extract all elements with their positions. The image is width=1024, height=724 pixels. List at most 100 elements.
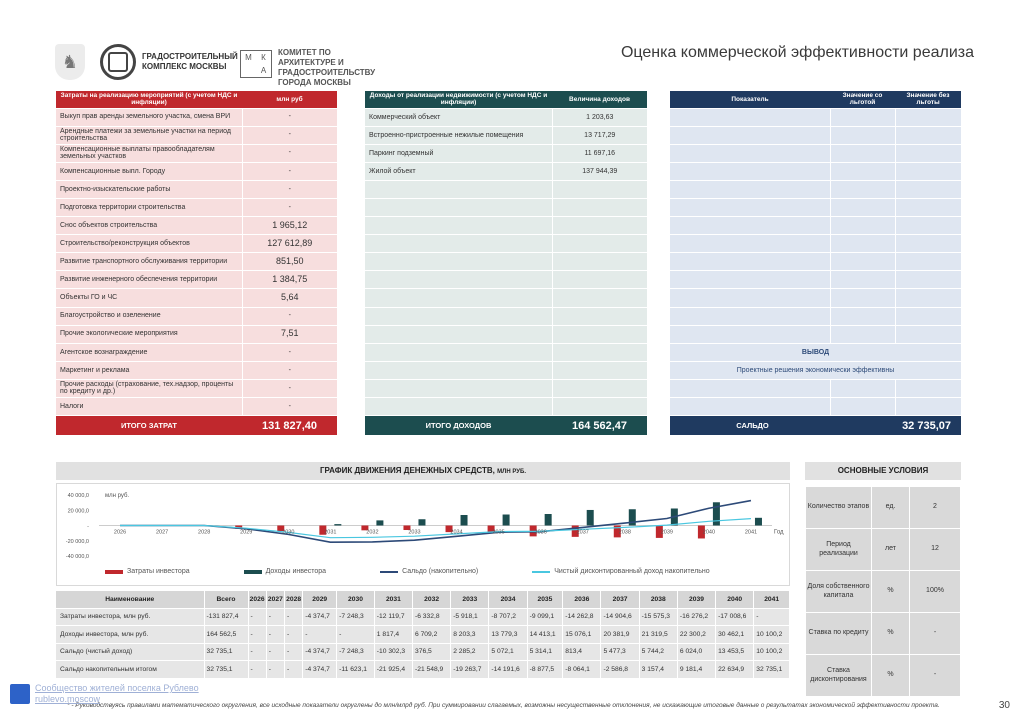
indicator-row <box>670 216 961 236</box>
costs-table: Затраты на реализацию мероприятий (с уче… <box>56 91 337 417</box>
bar-cost <box>319 525 327 535</box>
bar-cost <box>571 525 579 537</box>
income-item-value <box>551 288 647 308</box>
cost-item-label: Выкуп прав аренды земельного участка, см… <box>56 108 242 127</box>
indicator-name <box>670 198 830 218</box>
condition-value: 12 <box>909 528 961 571</box>
indicator-row <box>670 307 961 326</box>
indicator-row <box>670 288 961 308</box>
income-total-value: 164 562,47 <box>571 419 628 432</box>
table-cell: -6 332,8 <box>412 607 452 626</box>
bar-cost <box>697 525 705 539</box>
income-item-label: Встроенно-пристроенные нежилые помещения <box>365 126 552 145</box>
table-cell: -7 248,3 <box>336 642 375 661</box>
legend-swatch <box>243 569 262 574</box>
indicator-with-benefit <box>829 397 895 417</box>
table-cell: Сальдо (чистый доход) <box>56 642 205 661</box>
indicator-row <box>670 108 961 127</box>
income-row: Встроенно-пристроенные нежилые помещения… <box>365 126 647 145</box>
indicator-name <box>670 126 830 145</box>
conclusion-title: ВЫВОД <box>670 343 961 362</box>
costs-row: Компенсационные выпл. Городу - <box>56 162 337 181</box>
legend-swatch <box>380 570 399 573</box>
bar-income <box>712 502 720 526</box>
cost-item-value: - <box>241 361 337 380</box>
income-row <box>365 379 647 399</box>
table-cell: 21 319,5 <box>639 625 678 643</box>
income-item-value <box>551 252 647 272</box>
x-tick-label: 2035 <box>492 530 504 536</box>
saldo-value: 32 735,07 <box>902 419 951 432</box>
cost-item-value: - <box>241 343 337 362</box>
indicator-without-benefit <box>894 180 961 199</box>
income-item-value: 11 697,16 <box>551 144 647 163</box>
watermark-link[interactable]: Сообщество жителей поселка Рублево ruble… <box>35 683 199 704</box>
legend-item: Чистый дисконтированный доход накопитель… <box>532 568 710 575</box>
costs-row: Маркетинг и реклама - <box>56 361 337 380</box>
table-cell: - <box>284 642 304 661</box>
income-item-value <box>551 198 647 218</box>
indicator-row <box>670 180 961 199</box>
income-item-label <box>365 180 552 199</box>
table-cell: 32 735,1 <box>204 642 249 661</box>
costs-row: Снос объектов строительства 1 965,12 <box>56 216 337 236</box>
table-header-cell: 2032 <box>412 591 452 608</box>
table-cell: 15 076,1 <box>562 625 602 643</box>
chart-legend: Затраты инвестора Доходы инвестора Сальдо … <box>105 568 764 575</box>
table-header-cell: 2026 <box>248 591 267 608</box>
costs-total-label: ИТОГО ЗАТРАТ <box>121 421 177 431</box>
legend-label: Затраты инвестора <box>127 568 190 575</box>
table-header-cell: 2027 <box>266 591 286 608</box>
income-item-value <box>551 379 647 399</box>
table-cell: 10 100,2 <box>753 625 790 643</box>
bar-income <box>544 514 552 526</box>
table-cell: - <box>266 660 286 678</box>
indicator-row <box>670 379 961 399</box>
y-tick-label: - <box>87 524 89 530</box>
indicator-name <box>670 397 830 417</box>
condition-unit: % <box>871 654 910 697</box>
page-number: 30 <box>998 700 1010 711</box>
table-cell: -21 925,4 <box>374 660 414 678</box>
costs-total: ИТОГО ЗАТРАТ 131 827,40 <box>56 416 337 436</box>
indicators-panel: Показатель Значение со льготой Значение … <box>670 91 961 436</box>
y-tick-label: -20 000,0 <box>66 539 89 545</box>
condition-value: 2 <box>909 486 961 529</box>
x-tick-label: 2028 <box>198 530 210 536</box>
saldo-label: САЛЬДО <box>736 421 769 431</box>
table-cell: 14 413,1 <box>527 625 564 643</box>
income-item-label <box>365 361 552 380</box>
indicator-name <box>670 234 830 254</box>
indicator-with-benefit <box>829 162 895 181</box>
y-tick-label: 40 000,0 <box>68 493 89 499</box>
x-tick-label: 2036 <box>535 530 547 536</box>
condition-unit: % <box>871 612 910 655</box>
costs-row: Прочие расходы (страхование, тех.надзор,… <box>56 379 337 399</box>
table-header-cell: 2037 <box>600 591 640 608</box>
cost-item-value: - <box>241 108 337 127</box>
table-cell: -14 904,6 <box>600 607 640 626</box>
income-row <box>365 288 647 308</box>
indicators-col-without-benefit: Значение без льготы <box>895 91 961 109</box>
chart-svg: 40 000,0 20 000,0 - -20 000,0 -40 000,0 млн р… <box>66 493 784 560</box>
cost-item-value: 127 612,89 <box>241 234 337 254</box>
costs-row: Развитие инженерного обеспечения террито… <box>56 270 337 290</box>
table-row: Сальдо накопительным итогом 32 735,1- - - -4… <box>56 660 790 678</box>
indicator-name <box>670 270 830 290</box>
cost-item-label: Агентское вознаграждение <box>56 343 242 362</box>
table-cell: - <box>284 625 304 643</box>
indicator-with-benefit <box>829 180 895 199</box>
cost-item-label: Прочие расходы (страхование, тех.надзор,… <box>56 379 242 399</box>
indicator-without-benefit <box>894 307 961 326</box>
income-row <box>365 198 647 218</box>
bar-cost <box>487 525 495 533</box>
table-cell: 13 779,3 <box>488 625 528 643</box>
x-tick-label: 2040 <box>703 530 715 536</box>
table-cell: -17 008,6 <box>715 607 755 626</box>
cost-item-value: 5,64 <box>241 288 337 308</box>
indicator-row <box>670 252 961 272</box>
income-item-label <box>365 198 552 218</box>
indicator-with-benefit <box>829 252 895 272</box>
income-item-value: 13 717,29 <box>551 126 647 145</box>
